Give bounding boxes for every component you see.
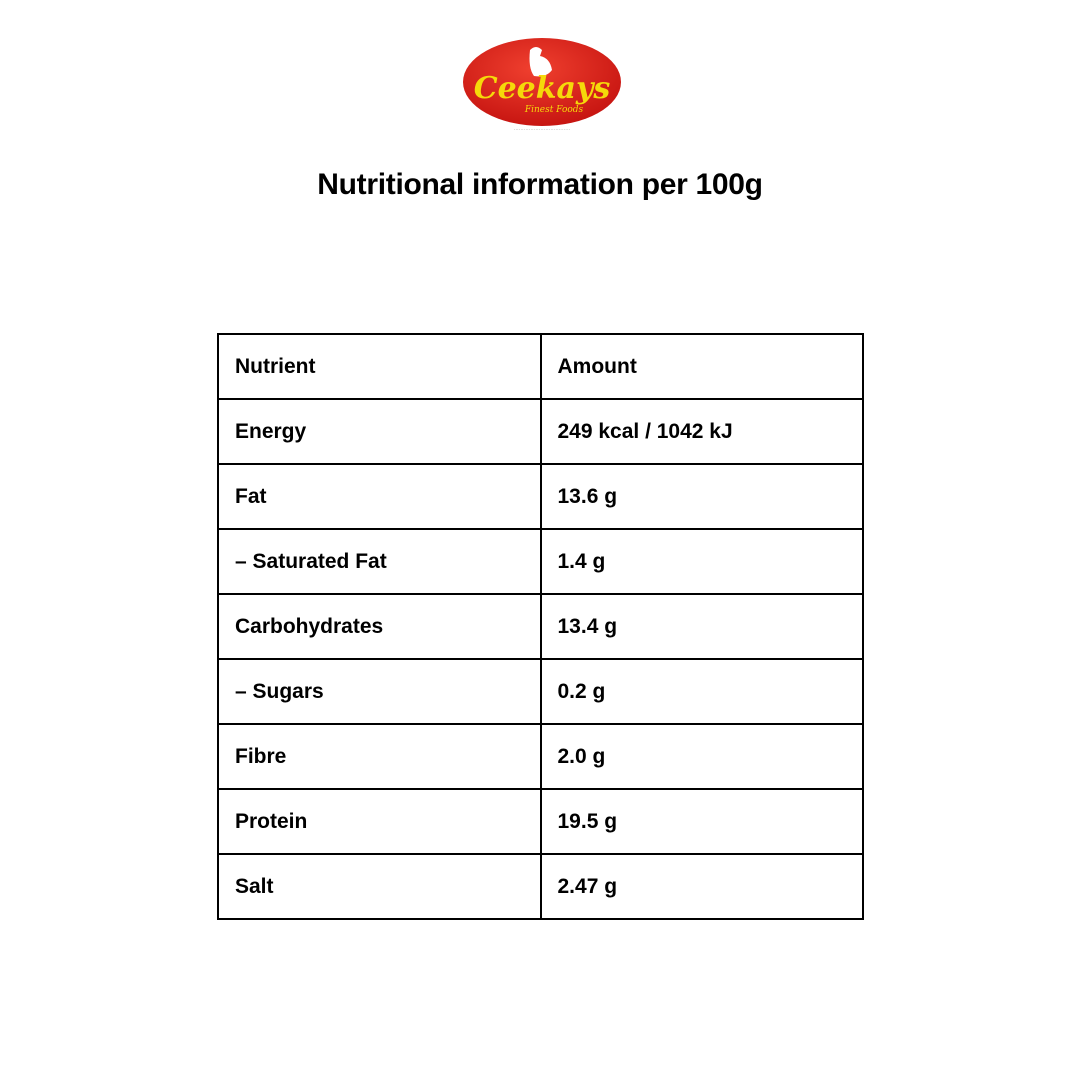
nutrient-cell: Protein xyxy=(217,788,542,855)
nutrient-cell: Energy xyxy=(217,398,542,465)
nutrient-cell: Salt xyxy=(217,853,542,920)
amount-cell: 19.5 g xyxy=(539,788,864,855)
header-nutrient: Nutrient xyxy=(217,333,542,400)
amount-cell: 249 kcal / 1042 kJ xyxy=(539,398,864,465)
amount-cell: 13.6 g xyxy=(539,463,864,530)
svg-text:······························: ·································· xyxy=(514,127,571,132)
amount-cell: 0.2 g xyxy=(539,658,864,725)
nutrient-cell: Fibre xyxy=(217,723,542,790)
ceekays-logo: Ceekays Finest Foods ···················… xyxy=(460,36,624,133)
table-row: Energy 249 kcal / 1042 kJ xyxy=(217,398,864,465)
amount-cell: 2.47 g xyxy=(539,853,864,920)
nutrient-cell: – Sugars xyxy=(217,658,542,725)
table-row: – Saturated Fat 1.4 g xyxy=(217,528,864,595)
table-row: Protein 19.5 g xyxy=(217,788,864,855)
amount-cell: 1.4 g xyxy=(539,528,864,595)
table-row: Fibre 2.0 g xyxy=(217,723,864,790)
nutrient-cell: – Saturated Fat xyxy=(217,528,542,595)
amount-cell: 13.4 g xyxy=(539,593,864,660)
nutrient-cell: Carbohydrates xyxy=(217,593,542,660)
amount-cell: 2.0 g xyxy=(539,723,864,790)
nutrient-cell: Fat xyxy=(217,463,542,530)
table-row: Carbohydrates 13.4 g xyxy=(217,593,864,660)
header-amount: Amount xyxy=(539,333,864,400)
svg-text:Ceekays: Ceekays xyxy=(474,71,611,106)
table-row: Salt 2.47 g xyxy=(217,853,864,920)
table-row: Fat 13.6 g xyxy=(217,463,864,530)
svg-text:Finest Foods: Finest Foods xyxy=(524,105,584,115)
nutrition-table: Nutrient Amount Energy 249 kcal / 1042 kJ… xyxy=(217,333,864,920)
page-title: Nutritional information per 100g xyxy=(317,168,763,201)
table-header-row: Nutrient Amount xyxy=(217,333,864,400)
table-row: – Sugars 0.2 g xyxy=(217,658,864,725)
